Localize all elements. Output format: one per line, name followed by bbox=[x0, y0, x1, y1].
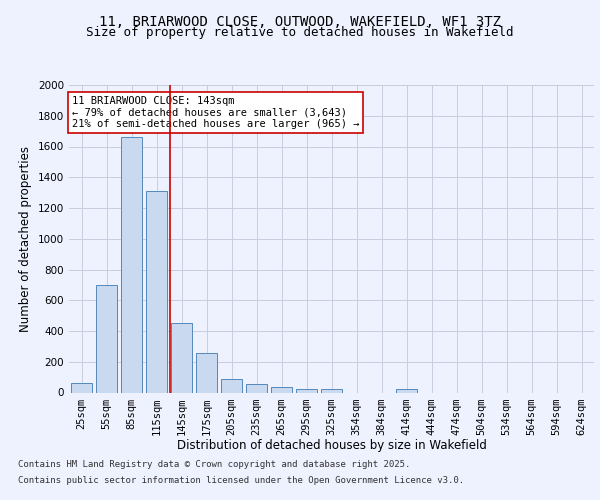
Text: Contains HM Land Registry data © Crown copyright and database right 2025.: Contains HM Land Registry data © Crown c… bbox=[18, 460, 410, 469]
Y-axis label: Number of detached properties: Number of detached properties bbox=[19, 146, 32, 332]
Bar bbox=[96, 285, 117, 393]
X-axis label: Distribution of detached houses by size in Wakefield: Distribution of detached houses by size … bbox=[176, 439, 487, 452]
Bar bbox=[196, 354, 217, 393]
Bar bbox=[321, 390, 342, 392]
Bar bbox=[171, 324, 192, 392]
Bar bbox=[271, 387, 292, 392]
Text: 11, BRIARWOOD CLOSE, OUTWOOD, WAKEFIELD, WF1 3TZ: 11, BRIARWOOD CLOSE, OUTWOOD, WAKEFIELD,… bbox=[99, 14, 501, 28]
Text: Contains public sector information licensed under the Open Government Licence v3: Contains public sector information licen… bbox=[18, 476, 464, 485]
Bar bbox=[246, 384, 267, 392]
Text: 11 BRIARWOOD CLOSE: 143sqm
← 79% of detached houses are smaller (3,643)
21% of s: 11 BRIARWOOD CLOSE: 143sqm ← 79% of deta… bbox=[71, 96, 359, 129]
Bar bbox=[121, 138, 142, 392]
Bar bbox=[396, 390, 417, 392]
Bar bbox=[296, 388, 317, 392]
Bar bbox=[146, 191, 167, 392]
Text: Size of property relative to detached houses in Wakefield: Size of property relative to detached ho… bbox=[86, 26, 514, 39]
Bar bbox=[71, 382, 92, 392]
Bar bbox=[221, 378, 242, 392]
